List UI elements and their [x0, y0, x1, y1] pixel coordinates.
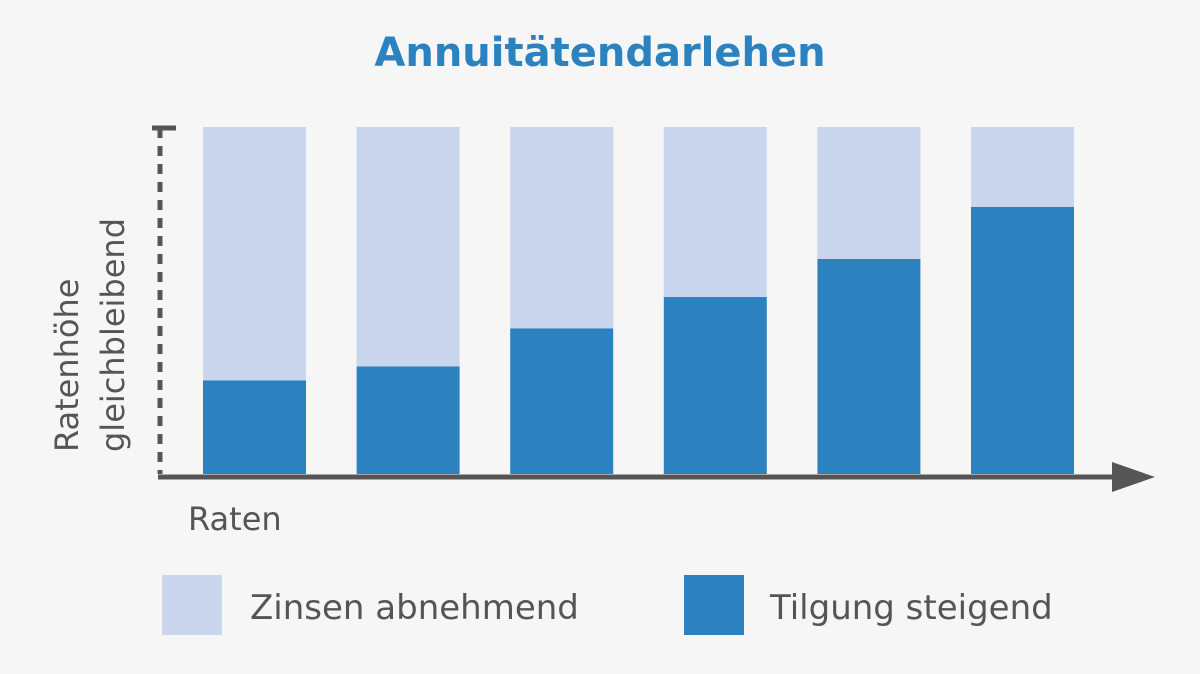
- y-axis-label-line-2: gleichbleibend: [94, 218, 132, 452]
- legend-swatch-zinsen: [162, 575, 222, 635]
- bars-group: [203, 127, 1074, 475]
- bar-zinsen-4: [663, 127, 767, 297]
- legend-label-tilgung: Tilgung steigend: [769, 588, 1053, 628]
- bar-tilgung-6: [971, 206, 1074, 475]
- legend-swatch-tilgung: [684, 575, 744, 635]
- legend: Zinsen abnehmend Tilgung steigend: [162, 575, 1053, 635]
- bar-tilgung-3: [510, 328, 614, 474]
- bar-zinsen-2: [356, 127, 460, 367]
- chart-title: Annuitätendarlehen: [374, 30, 825, 76]
- legend-label-zinsen: Zinsen abnehmend: [250, 588, 579, 628]
- bar-zinsen-3: [510, 127, 614, 329]
- y-axis-label-line-1: Ratenhöhe: [48, 279, 86, 452]
- bar-zinsen-6: [971, 127, 1074, 207]
- bar-tilgung-4: [663, 297, 767, 474]
- bar-tilgung-5: [817, 258, 921, 474]
- x-axis-label: Raten: [188, 500, 282, 538]
- x-axis-arrow-icon: [1112, 462, 1155, 492]
- bar-tilgung-2: [356, 366, 460, 474]
- bar-zinsen-1: [203, 127, 306, 381]
- bar-tilgung-1: [203, 380, 306, 474]
- bar-zinsen-5: [817, 127, 921, 259]
